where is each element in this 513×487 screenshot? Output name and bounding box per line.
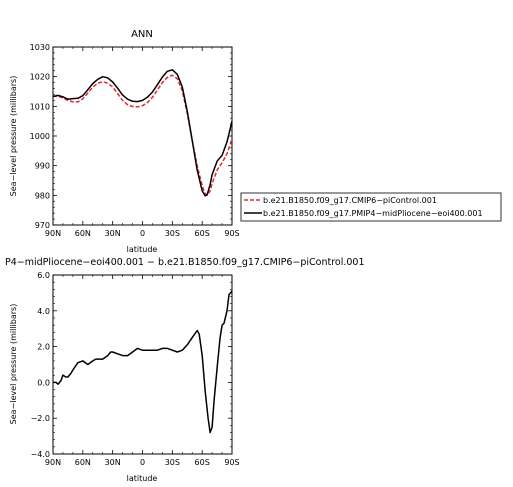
bottom-y-axis-label: Sea−level pressure (millibars) bbox=[9, 304, 18, 425]
bottom-y-tick-label: −2.0 bbox=[31, 414, 50, 423]
top-y-tick-label: 1010 bbox=[30, 102, 50, 111]
top-x-tick-group: 90N 60N 30N 0 30S 60S 90S bbox=[45, 47, 240, 238]
legend-label-cmip6: b.e21.B1850.f09_g17.CMIP6−piControl.001 bbox=[263, 196, 437, 205]
bottom-x-tick-label: 90N bbox=[45, 458, 61, 467]
bottom-plot-frame bbox=[52, 274, 233, 455]
top-y-axis-label: Sea−level pressure (millibars) bbox=[9, 76, 18, 197]
top-x-axis-label: latitude bbox=[127, 245, 158, 254]
top-y-tick-label: 1030 bbox=[30, 43, 50, 52]
bottom-x-axis-label: latitude bbox=[127, 474, 158, 483]
bottom-x-tick-label: 30N bbox=[105, 458, 121, 467]
top-plot-frame bbox=[52, 46, 233, 226]
top-y-tick-label: 1000 bbox=[30, 132, 50, 141]
bottom-x-tick-label: 30S bbox=[165, 458, 180, 467]
bottom-y-tick-label: 0.0 bbox=[37, 378, 50, 387]
top-series-line-1 bbox=[52, 69, 233, 197]
top-x-tick-label: 30N bbox=[105, 229, 121, 238]
bottom-panel: P4−midPliocene−eoi400.001 − b.e21.B1850.… bbox=[5, 257, 365, 483]
top-x-tick-label: 90S bbox=[224, 229, 239, 238]
top-x-tick-label: 30S bbox=[165, 229, 180, 238]
top-y-tick-label: 970 bbox=[35, 221, 50, 230]
bottom-y-tick-label: 4.0 bbox=[37, 307, 50, 316]
bottom-series-group bbox=[53, 290, 233, 434]
top-y-tick-group: 970 980 990 1000 1010 1020 1030 bbox=[30, 43, 232, 230]
bottom-x-tick-label: 90S bbox=[224, 458, 239, 467]
bottom-panel-title: P4−midPliocene−eoi400.001 − b.e21.B1850.… bbox=[5, 257, 365, 268]
bottom-x-tick-label: 60S bbox=[195, 458, 210, 467]
bottom-y-tick-label: 6.0 bbox=[37, 271, 50, 280]
top-series-line-0 bbox=[52, 74, 233, 197]
legend-box bbox=[240, 192, 502, 222]
top-x-tick-label: 60N bbox=[75, 229, 91, 238]
bottom-series-line-0 bbox=[53, 290, 233, 434]
top-x-tick-label: 60S bbox=[195, 229, 210, 238]
legend-label-pmip4: b.e21.B1850.f09_g17.PMIP4−midPliocene−eo… bbox=[263, 209, 483, 218]
top-y-tick-label: 990 bbox=[35, 162, 50, 171]
top-series-group bbox=[52, 69, 233, 197]
bottom-y-tick-group: −4.0 −2.0 0.0 2.0 4.0 6.0 bbox=[31, 271, 232, 459]
bottom-x-tick-label: 60N bbox=[75, 458, 91, 467]
bottom-x-tick-label: 0 bbox=[140, 458, 145, 467]
bottom-x-tick-group: 90N 60N 30N 0 30S 60S 90S bbox=[45, 275, 240, 467]
legend: b.e21.B1850.f09_g17.CMIP6−piControl.001 … bbox=[240, 192, 502, 222]
top-x-tick-label: 90N bbox=[45, 229, 61, 238]
bottom-y-tick-label: −4.0 bbox=[31, 450, 50, 459]
top-x-tick-label: 0 bbox=[140, 229, 145, 238]
top-y-tick-label: 980 bbox=[35, 191, 50, 200]
top-panel: ANN 970 980 990 1000 1010 1020 1030 90N 60N 30N 0… bbox=[9, 29, 240, 254]
bottom-y-tick-label: 2.0 bbox=[37, 343, 50, 352]
top-y-tick-label: 1020 bbox=[30, 73, 50, 82]
top-panel-title: ANN bbox=[131, 29, 153, 40]
